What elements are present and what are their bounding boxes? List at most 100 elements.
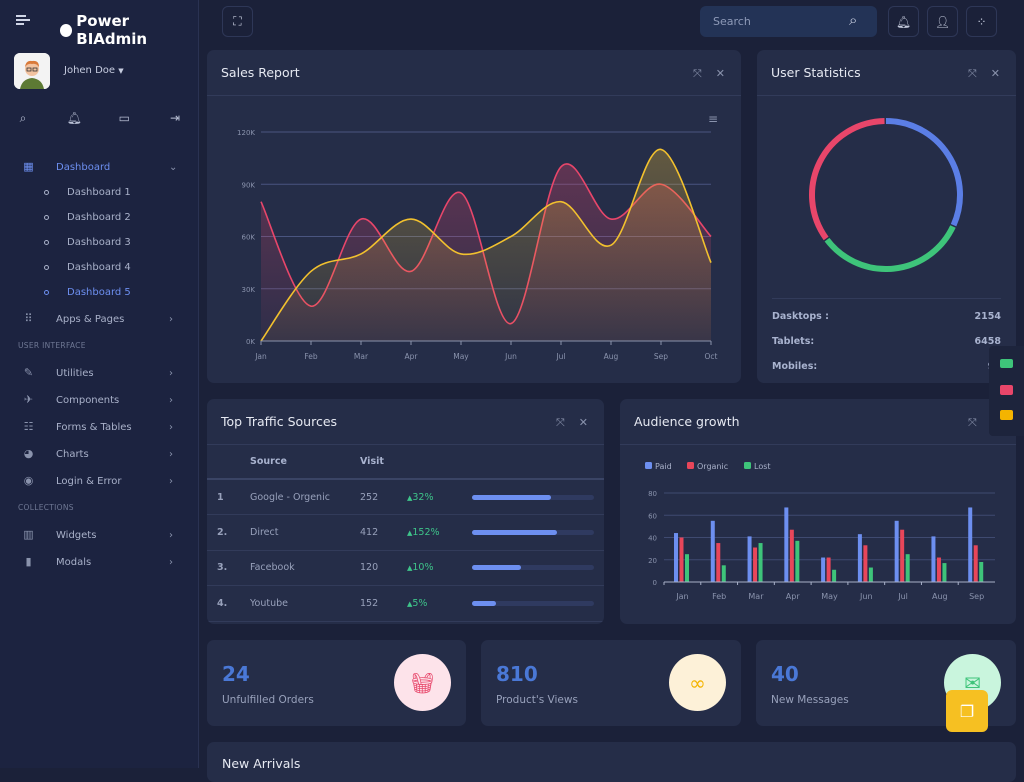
book-icon: ▮ [25, 555, 32, 568]
x-tick-label: Jul [555, 352, 565, 361]
visits: 252 [360, 479, 407, 515]
sidebar-item-apps[interactable]: ⠿ Apps & Pages › [0, 308, 199, 330]
floating-toolbar [989, 346, 1024, 436]
sidebar-item-dashboard[interactable]: ▦ Dashboard ⌄ [23, 160, 178, 173]
expand-icon[interactable]: ⤧ [692, 67, 702, 80]
bar [968, 507, 973, 582]
card-title: Audience growth [620, 399, 1016, 445]
chevron-right-icon: › [169, 529, 173, 541]
chevron-right-icon: › [169, 475, 173, 487]
expand-icon[interactable]: ⤧ [555, 416, 565, 429]
close-icon[interactable]: ✕ [715, 67, 725, 80]
table-row[interactable]: 4. Youtube 152 ▲5% [207, 585, 604, 622]
search-icon[interactable]: ⌕ [849, 11, 858, 29]
y-tick-label: 40 [648, 535, 657, 543]
rank: 2. [207, 514, 250, 551]
chat-icon[interactable]: ▭ [118, 111, 130, 125]
close-icon[interactable]: ✕ [578, 416, 588, 429]
chevron-right-icon: › [169, 556, 173, 568]
stat-row-mobiles: Mobiles:95 [772, 361, 1001, 372]
sidebar-item-dashboard-5[interactable]: Dashboard 5 [0, 281, 199, 303]
dot-icon [44, 289, 49, 295]
bar [863, 545, 868, 582]
bar [795, 540, 800, 582]
settings-button[interactable]: ⁘ [966, 6, 997, 37]
rank: 1 [207, 479, 250, 515]
expand-icon[interactable]: ⤧ [967, 416, 977, 429]
avatar[interactable] [14, 53, 50, 89]
stat-label: Product's Views [496, 694, 578, 706]
books-icon: ▥ [23, 528, 34, 541]
arrow-up-icon: ▲ [407, 528, 413, 537]
bar [716, 543, 721, 582]
change: ▲5% [407, 585, 472, 622]
bar [900, 529, 905, 582]
close-icon[interactable]: ✕ [990, 67, 1000, 80]
x-tick-label: Aug [932, 592, 948, 601]
y-tick-label: 0K [246, 338, 255, 346]
card-title: User Statistics [757, 50, 1016, 96]
x-tick-label: Sep [654, 352, 668, 361]
user-menu[interactable]: Johen Doe ▼ [64, 65, 124, 76]
progress-cell [472, 479, 604, 515]
image-icon[interactable] [1000, 385, 1013, 395]
x-tick-label: Jan [254, 352, 267, 361]
rank: 4. [207, 585, 250, 622]
fullscreen-button[interactable]: ⛶ [222, 6, 253, 37]
sidebar-item-login-error[interactable]: ◉ Login & Error › [23, 474, 173, 487]
search-input[interactable] [700, 6, 877, 37]
stat-label: New Messages [771, 694, 849, 706]
sidebar-item-utilities[interactable]: ✎ Utilities › [23, 366, 173, 379]
bell-icon[interactable]: 🔔︎ [66, 111, 82, 125]
chevron-right-icon: › [169, 313, 173, 325]
card-title: Top Traffic Sources [207, 399, 604, 445]
sidebar-item-widgets[interactable]: ▥ Widgets › [23, 528, 173, 541]
donut-segment [824, 225, 956, 272]
search-icon[interactable]: ⌕ [19, 111, 27, 125]
menu-toggle-icon[interactable] [16, 15, 30, 27]
chart-menu-icon[interactable]: ≡ [708, 112, 719, 126]
profile-button[interactable]: 👤︎ [927, 6, 958, 37]
sidebar-item-forms-tables[interactable]: ☷ Forms & Tables › [23, 420, 173, 433]
y-tick-label: 120K [237, 129, 255, 137]
chevron-down-icon: ⌄ [169, 161, 178, 173]
legend-label: Organic [697, 462, 728, 471]
x-tick-label: Mar [354, 352, 369, 361]
section-label: USER INTERFACE [18, 341, 86, 350]
sidebar-item-dashboard-3[interactable]: Dashboard 3 [0, 231, 199, 253]
table-row[interactable]: 1 Google - Orgenic 252 ▲32% [207, 479, 604, 515]
dot-icon [44, 189, 49, 195]
sidebar-item-dashboard-2[interactable]: Dashboard 2 [0, 206, 199, 228]
bar [826, 557, 831, 582]
audience-growth-card: Audience growth ⤧✕ PaidOrganicLost020406… [620, 399, 1016, 624]
sales-chart: 0K 30K 60K 90K 120K Jan Feb Mar Apr May Jun Jul Aug S… [237, 129, 717, 361]
notifications-button[interactable]: 🔔︎ [888, 6, 919, 37]
donut-segment [885, 118, 963, 227]
money-icon[interactable] [1000, 359, 1013, 368]
sidebar-item-components[interactable]: ✈ Components › [23, 393, 173, 406]
dashboard-icon: ▦ [23, 160, 34, 173]
x-tick-label: Mar [748, 592, 764, 601]
audience-bar-chart: Paid Organic Lost 0 20 40 60 80 Jan Feb Mar Apr May J… [645, 462, 995, 601]
sidebar-item-dashboard-1[interactable]: Dashboard 1 [0, 181, 199, 203]
user-statistics-card: User Statistics ⤧ ✕ Dasktops :2154 Tablet… [757, 50, 1016, 383]
chat-fab-button[interactable]: ❐ [946, 690, 988, 732]
x-tick-label: May [453, 352, 469, 361]
basket-icon: 🧺︎ [394, 654, 451, 711]
progress-cell [472, 585, 604, 622]
bar [857, 534, 862, 582]
series-line [260, 148, 712, 342]
bar [710, 520, 715, 582]
brand-logo[interactable]: Power BIAdmin [60, 12, 198, 48]
donut-chart [809, 118, 963, 272]
table-row[interactable]: 3. Facebook 120 ▲10% [207, 550, 604, 586]
sidebar-item-modals[interactable]: ▮ Modals › [0, 551, 199, 573]
sidebar-item-charts[interactable]: ◕ Charts › [23, 447, 173, 460]
table-row[interactable]: 2. Direct 412 ▲152% [207, 514, 604, 551]
logout-icon[interactable]: ⇥ [169, 111, 180, 125]
bar [758, 543, 763, 582]
expand-icon[interactable]: ⤧ [967, 67, 977, 80]
sidebar-item-dashboard-4[interactable]: Dashboard 4 [0, 256, 199, 278]
sidebar: Power BIAdmin Johen Doe ▼ ⌕ 🔔︎ ▭ ⇥ ▦ Dash… [0, 0, 199, 768]
chat-icon[interactable] [1000, 410, 1013, 420]
